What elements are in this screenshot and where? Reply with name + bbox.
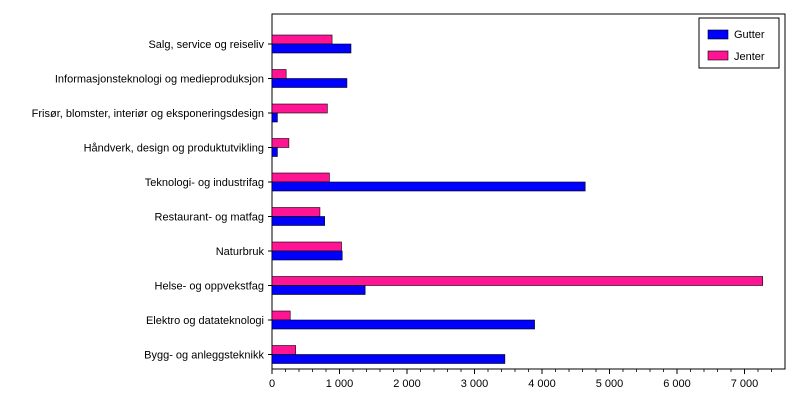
bar-gutter-9: [271, 354, 506, 364]
bar-jenter-9: [271, 345, 296, 355]
category-label: Restaurant- og matfag: [155, 212, 264, 224]
category-label: Frisør, blomster, interiør og eksponerin…: [32, 108, 264, 120]
bar-jenter-3: [271, 138, 290, 148]
bar-jenter-2: [271, 103, 328, 114]
bar-gutter-7: [271, 285, 366, 295]
bar-gutter-3: [271, 147, 278, 157]
x-tick-label: 0: [269, 378, 275, 390]
bar-jenter-1: [271, 69, 287, 79]
category-label: Informasjonsteknologi og medieproduksjon: [55, 74, 264, 86]
bar-jenter-4: [271, 172, 330, 183]
bar-jenter-8: [271, 310, 291, 321]
bar-jenter-5: [271, 207, 321, 217]
bar-jenter-6: [271, 241, 342, 252]
legend-label-jenter: Jenter: [734, 51, 765, 63]
x-tick-label: 3 000: [461, 378, 489, 390]
bar-gutter-8: [271, 319, 535, 330]
category-label: Helse- og oppvekstfag: [155, 281, 264, 293]
bar-gutter-4: [271, 181, 586, 192]
x-tick-label: 5 000: [596, 378, 624, 390]
bar-gutter-5: [271, 216, 325, 226]
legend: Gutter Jenter: [698, 17, 780, 69]
category-label: Elektro og datateknologi: [146, 315, 264, 327]
category-labels: Salg, service og reiseliv Informasjonstek…: [32, 39, 272, 362]
legend-label-gutter: Gutter: [734, 29, 765, 41]
category-label: Håndverk, design og produktutvikling: [84, 143, 264, 155]
bar-gutter-2: [271, 112, 278, 123]
category-label: Naturbruk: [216, 246, 265, 258]
category-label: Bygg- og anleggsteknikk: [144, 350, 264, 362]
category-label: Teknologi- og industrifag: [145, 177, 264, 189]
legend-swatch-gutter: [707, 29, 729, 40]
x-tick-label: 6 000: [663, 378, 691, 390]
plot-frame: [271, 13, 786, 370]
bar-gutter-0: [271, 43, 352, 54]
bar-gutter-6: [271, 250, 343, 261]
bar-jenter-0: [271, 34, 333, 45]
bar-gutter-1: [271, 78, 348, 88]
x-tick-label: 2 000: [393, 378, 421, 390]
bar-jenter-7: [271, 276, 764, 286]
legend-swatch-jenter: [707, 50, 729, 61]
x-axis: 0 1 000 2 000 3 000 4 000 5 000 6 000 7 000: [269, 369, 772, 390]
x-tick-label: 1 000: [326, 378, 354, 390]
category-label: Salg, service og reiseliv: [148, 39, 264, 51]
x-tick-label: 7 000: [731, 378, 759, 390]
x-tick-label: 4 000: [528, 378, 556, 390]
bars-group: [271, 34, 764, 364]
